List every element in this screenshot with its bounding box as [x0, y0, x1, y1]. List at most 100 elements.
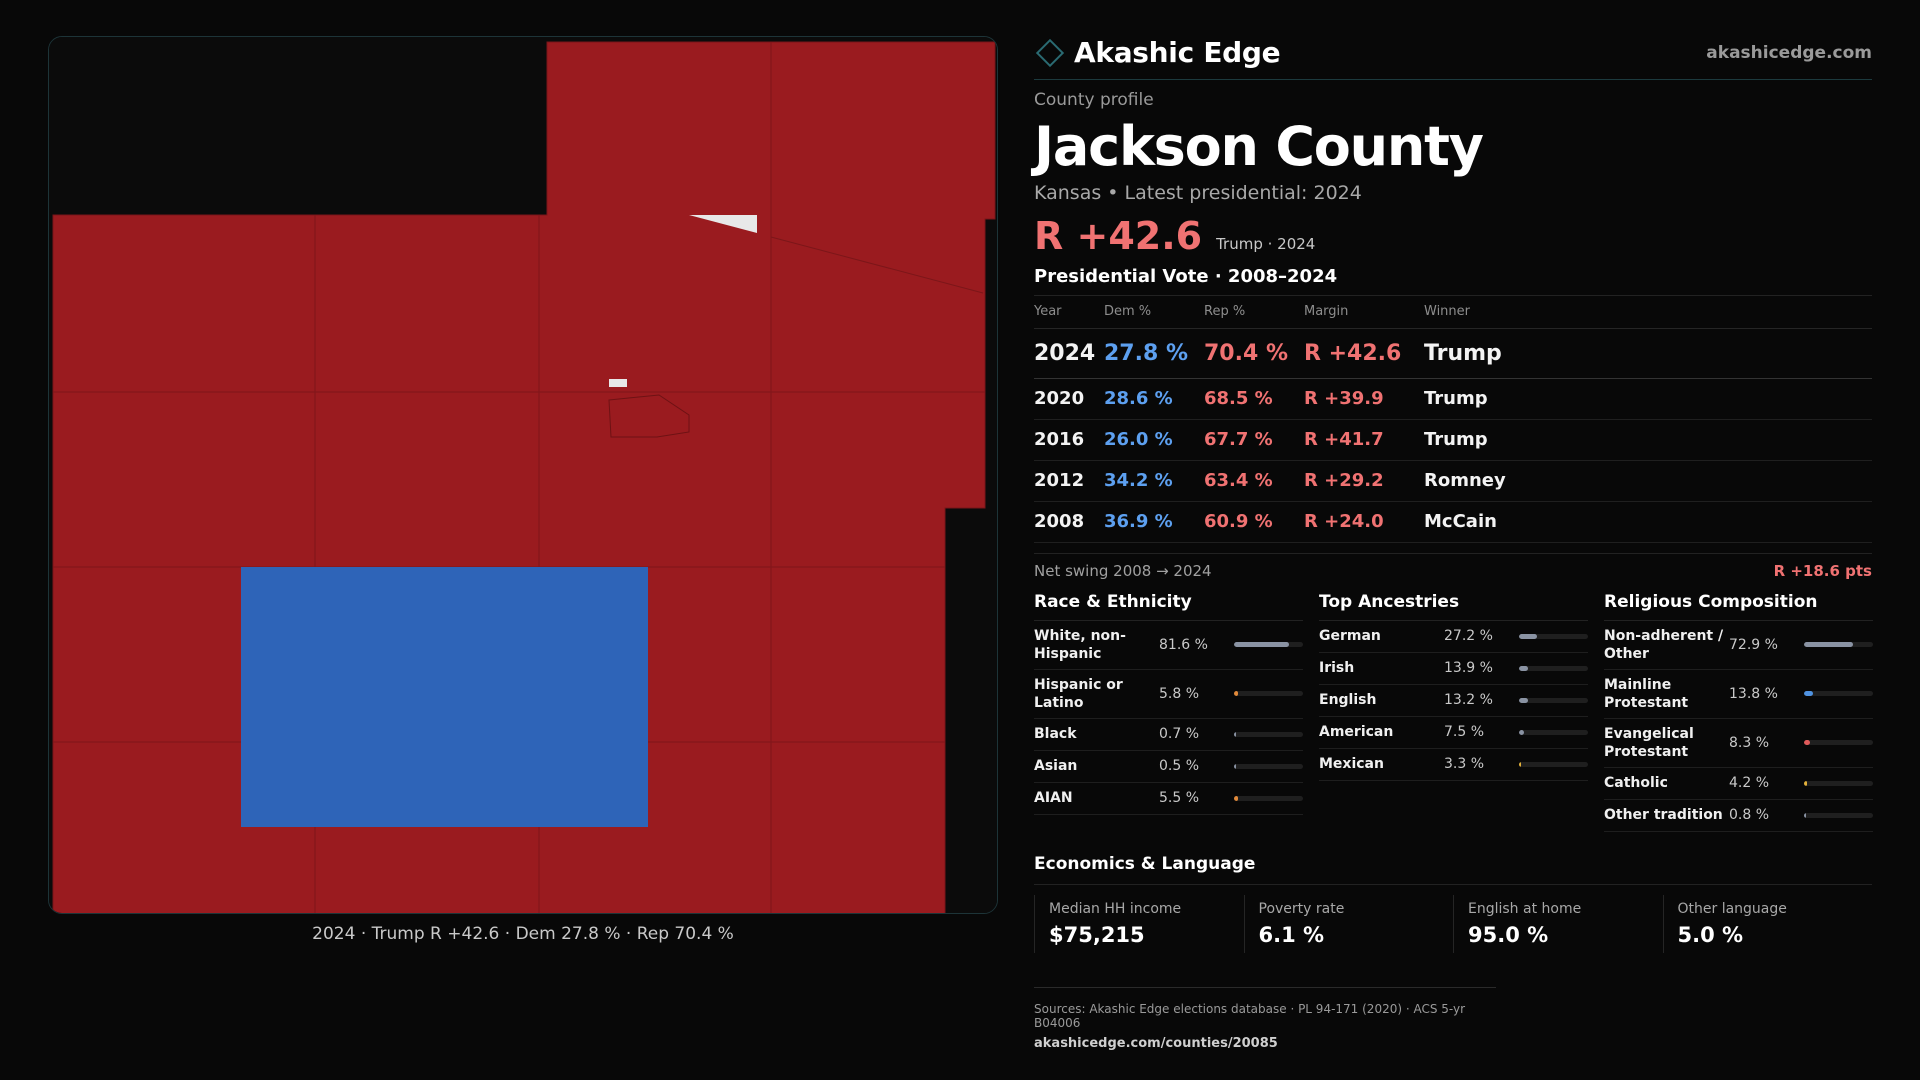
- table-row: 2008 36.9 % 60.9 % R +24.0 McCain: [1034, 501, 1872, 543]
- cell-year: 2016: [1034, 419, 1104, 461]
- col-header-rep: Rep %: [1204, 296, 1304, 329]
- precinct-map-svg: [49, 37, 997, 913]
- vote-table-title: Presidential Vote · 2008–2024: [1034, 266, 1872, 296]
- share-bar-fill: [1519, 697, 1528, 703]
- cell-rep: 60.9 %: [1204, 501, 1304, 543]
- list-item: Catholic 4.2 %: [1604, 768, 1873, 800]
- list-item: Other tradition 0.8 %: [1604, 800, 1873, 832]
- demo-label: American: [1319, 724, 1394, 740]
- latest-margin: R +42.6 Trump · 2024: [1034, 214, 1872, 258]
- share-bar-fill: [1804, 691, 1814, 696]
- share-bar: [1519, 633, 1588, 639]
- county-subline: Kansas • Latest presidential: 2024: [1034, 182, 1362, 204]
- cell-dem: 26.0 %: [1104, 419, 1204, 461]
- county-title: Jackson County: [1034, 115, 1484, 178]
- demo-label: Mexican: [1319, 756, 1384, 772]
- share-bar: [1804, 740, 1873, 745]
- profile-kicker: County profile: [1034, 90, 1154, 110]
- unpopulated-area-small: [609, 379, 627, 387]
- list-item: Hispanic or Latino 5.8 %: [1034, 670, 1303, 719]
- race-title: Race & Ethnicity: [1034, 592, 1303, 621]
- brand-header: Akashic Edge akashicedge.com: [1034, 34, 1872, 80]
- ancestry-section: Top Ancestries German 27.2 % Irish 13.9 % En…: [1319, 592, 1588, 832]
- net-swing: Net swing 2008 → 2024 R +18.6 pts: [1034, 552, 1872, 580]
- list-item: American 7.5 %: [1319, 717, 1588, 749]
- cell-winner: McCain: [1424, 501, 1872, 543]
- share-bar-fill: [1519, 761, 1522, 767]
- demo-value: 0.8 %: [1729, 807, 1770, 823]
- list-item: Mainline Protestant 13.8 %: [1604, 670, 1873, 719]
- cell-dem: 28.6 %: [1104, 378, 1204, 420]
- ancestry-title: Top Ancestries: [1319, 592, 1588, 621]
- demo-label: German: [1319, 628, 1381, 644]
- list-item: Asian 0.5 %: [1034, 751, 1303, 783]
- demo-value: 81.6 %: [1159, 636, 1208, 653]
- race-section: Race & Ethnicity White, non-Hispanic 81.6…: [1034, 592, 1303, 832]
- demo-label: Asian: [1034, 758, 1078, 774]
- table-row: 2012 34.2 % 63.4 % R +29.2 Romney: [1034, 460, 1872, 502]
- share-bar: [1234, 763, 1303, 769]
- brand[interactable]: Akashic Edge: [1034, 36, 1281, 69]
- demo-label: Mainline Protestant: [1604, 676, 1689, 711]
- demo-label: AIAN: [1034, 790, 1073, 806]
- demo-value: 13.9 %: [1444, 660, 1493, 676]
- brand-name: Akashic Edge: [1074, 36, 1281, 69]
- list-item: Evangelical Protestant 8.3 %: [1604, 719, 1873, 768]
- share-bar: [1519, 697, 1588, 703]
- demo-value: 7.5 %: [1444, 724, 1485, 740]
- list-item: AIAN 5.5 %: [1034, 783, 1303, 815]
- demo-label: English: [1319, 692, 1377, 708]
- demo-label: Evangelical Protestant: [1604, 725, 1694, 760]
- demo-value: 72.9 %: [1729, 636, 1778, 653]
- table-row: 2020 28.6 % 68.5 % R +39.9 Trump: [1034, 378, 1872, 420]
- demo-value: 4.2 %: [1729, 775, 1770, 791]
- sources-footer: Sources: Akashic Edge elections database…: [1034, 986, 1496, 1051]
- share-bar-fill: [1519, 665, 1529, 671]
- religion-section: Religious Composition Non-adherent / Oth…: [1604, 592, 1873, 832]
- brand-url[interactable]: akashicedge.com: [1706, 42, 1872, 63]
- list-item: English 13.2 %: [1319, 685, 1588, 717]
- share-bar-fill: [1519, 729, 1525, 735]
- list-item: Mexican 3.3 %: [1319, 749, 1588, 781]
- dem-precinct[interactable]: [241, 567, 648, 827]
- sources-url[interactable]: akashicedge.com/counties/20085: [1034, 1035, 1278, 1051]
- econ-label: English at home: [1468, 900, 1582, 917]
- demo-label: Other tradition: [1604, 807, 1723, 823]
- table-row: 2016 26.0 % 67.7 % R +41.7 Trump: [1034, 419, 1872, 461]
- share-bar: [1519, 761, 1588, 767]
- col-header-dem: Dem %: [1104, 296, 1204, 329]
- cell-year: 2008: [1034, 501, 1104, 543]
- econ-other-language: Other language 5.0 %: [1662, 894, 1873, 953]
- share-bar-fill: [1804, 780, 1807, 786]
- col-header-margin: Margin: [1304, 296, 1424, 329]
- share-bar: [1234, 795, 1303, 801]
- share-bar: [1234, 691, 1303, 696]
- demo-value: 13.8 %: [1729, 685, 1778, 702]
- list-item: White, non-Hispanic 81.6 %: [1034, 621, 1303, 670]
- demo-value: 0.5 %: [1159, 758, 1200, 774]
- econ-label: Median HH income: [1049, 900, 1182, 917]
- econ-value: 95.0 %: [1468, 922, 1549, 947]
- share-bar-fill: [1234, 763, 1237, 769]
- cell-margin: R +39.9: [1304, 378, 1424, 420]
- cell-year: 2012: [1034, 460, 1104, 502]
- demo-label: Hispanic or Latino: [1034, 676, 1123, 711]
- map-caption: 2024 · Trump R +42.6 · Dem 27.8 % · Rep …: [312, 924, 734, 944]
- share-bar-fill: [1234, 642, 1290, 647]
- list-item: Black 0.7 %: [1034, 719, 1303, 751]
- demo-value: 8.3 %: [1729, 734, 1770, 751]
- share-bar: [1234, 642, 1303, 647]
- county-map[interactable]: [48, 36, 998, 914]
- econ-label: Poverty rate: [1258, 900, 1345, 917]
- demographics: Race & Ethnicity White, non-Hispanic 81.6…: [1034, 592, 1873, 832]
- share-bar: [1804, 780, 1873, 786]
- table-row: 2024 27.8 % 70.4 % R +42.6 Trump: [1034, 328, 1872, 379]
- cell-dem: 27.8 %: [1104, 328, 1204, 379]
- list-item: German 27.2 %: [1319, 621, 1588, 653]
- demo-label: Irish: [1319, 660, 1355, 676]
- cell-rep: 67.7 %: [1204, 419, 1304, 461]
- demo-label: Black: [1034, 726, 1077, 742]
- econ-value: 6.1 %: [1258, 922, 1325, 947]
- econ-value: $75,215: [1049, 922, 1145, 947]
- religion-title: Religious Composition: [1604, 592, 1873, 621]
